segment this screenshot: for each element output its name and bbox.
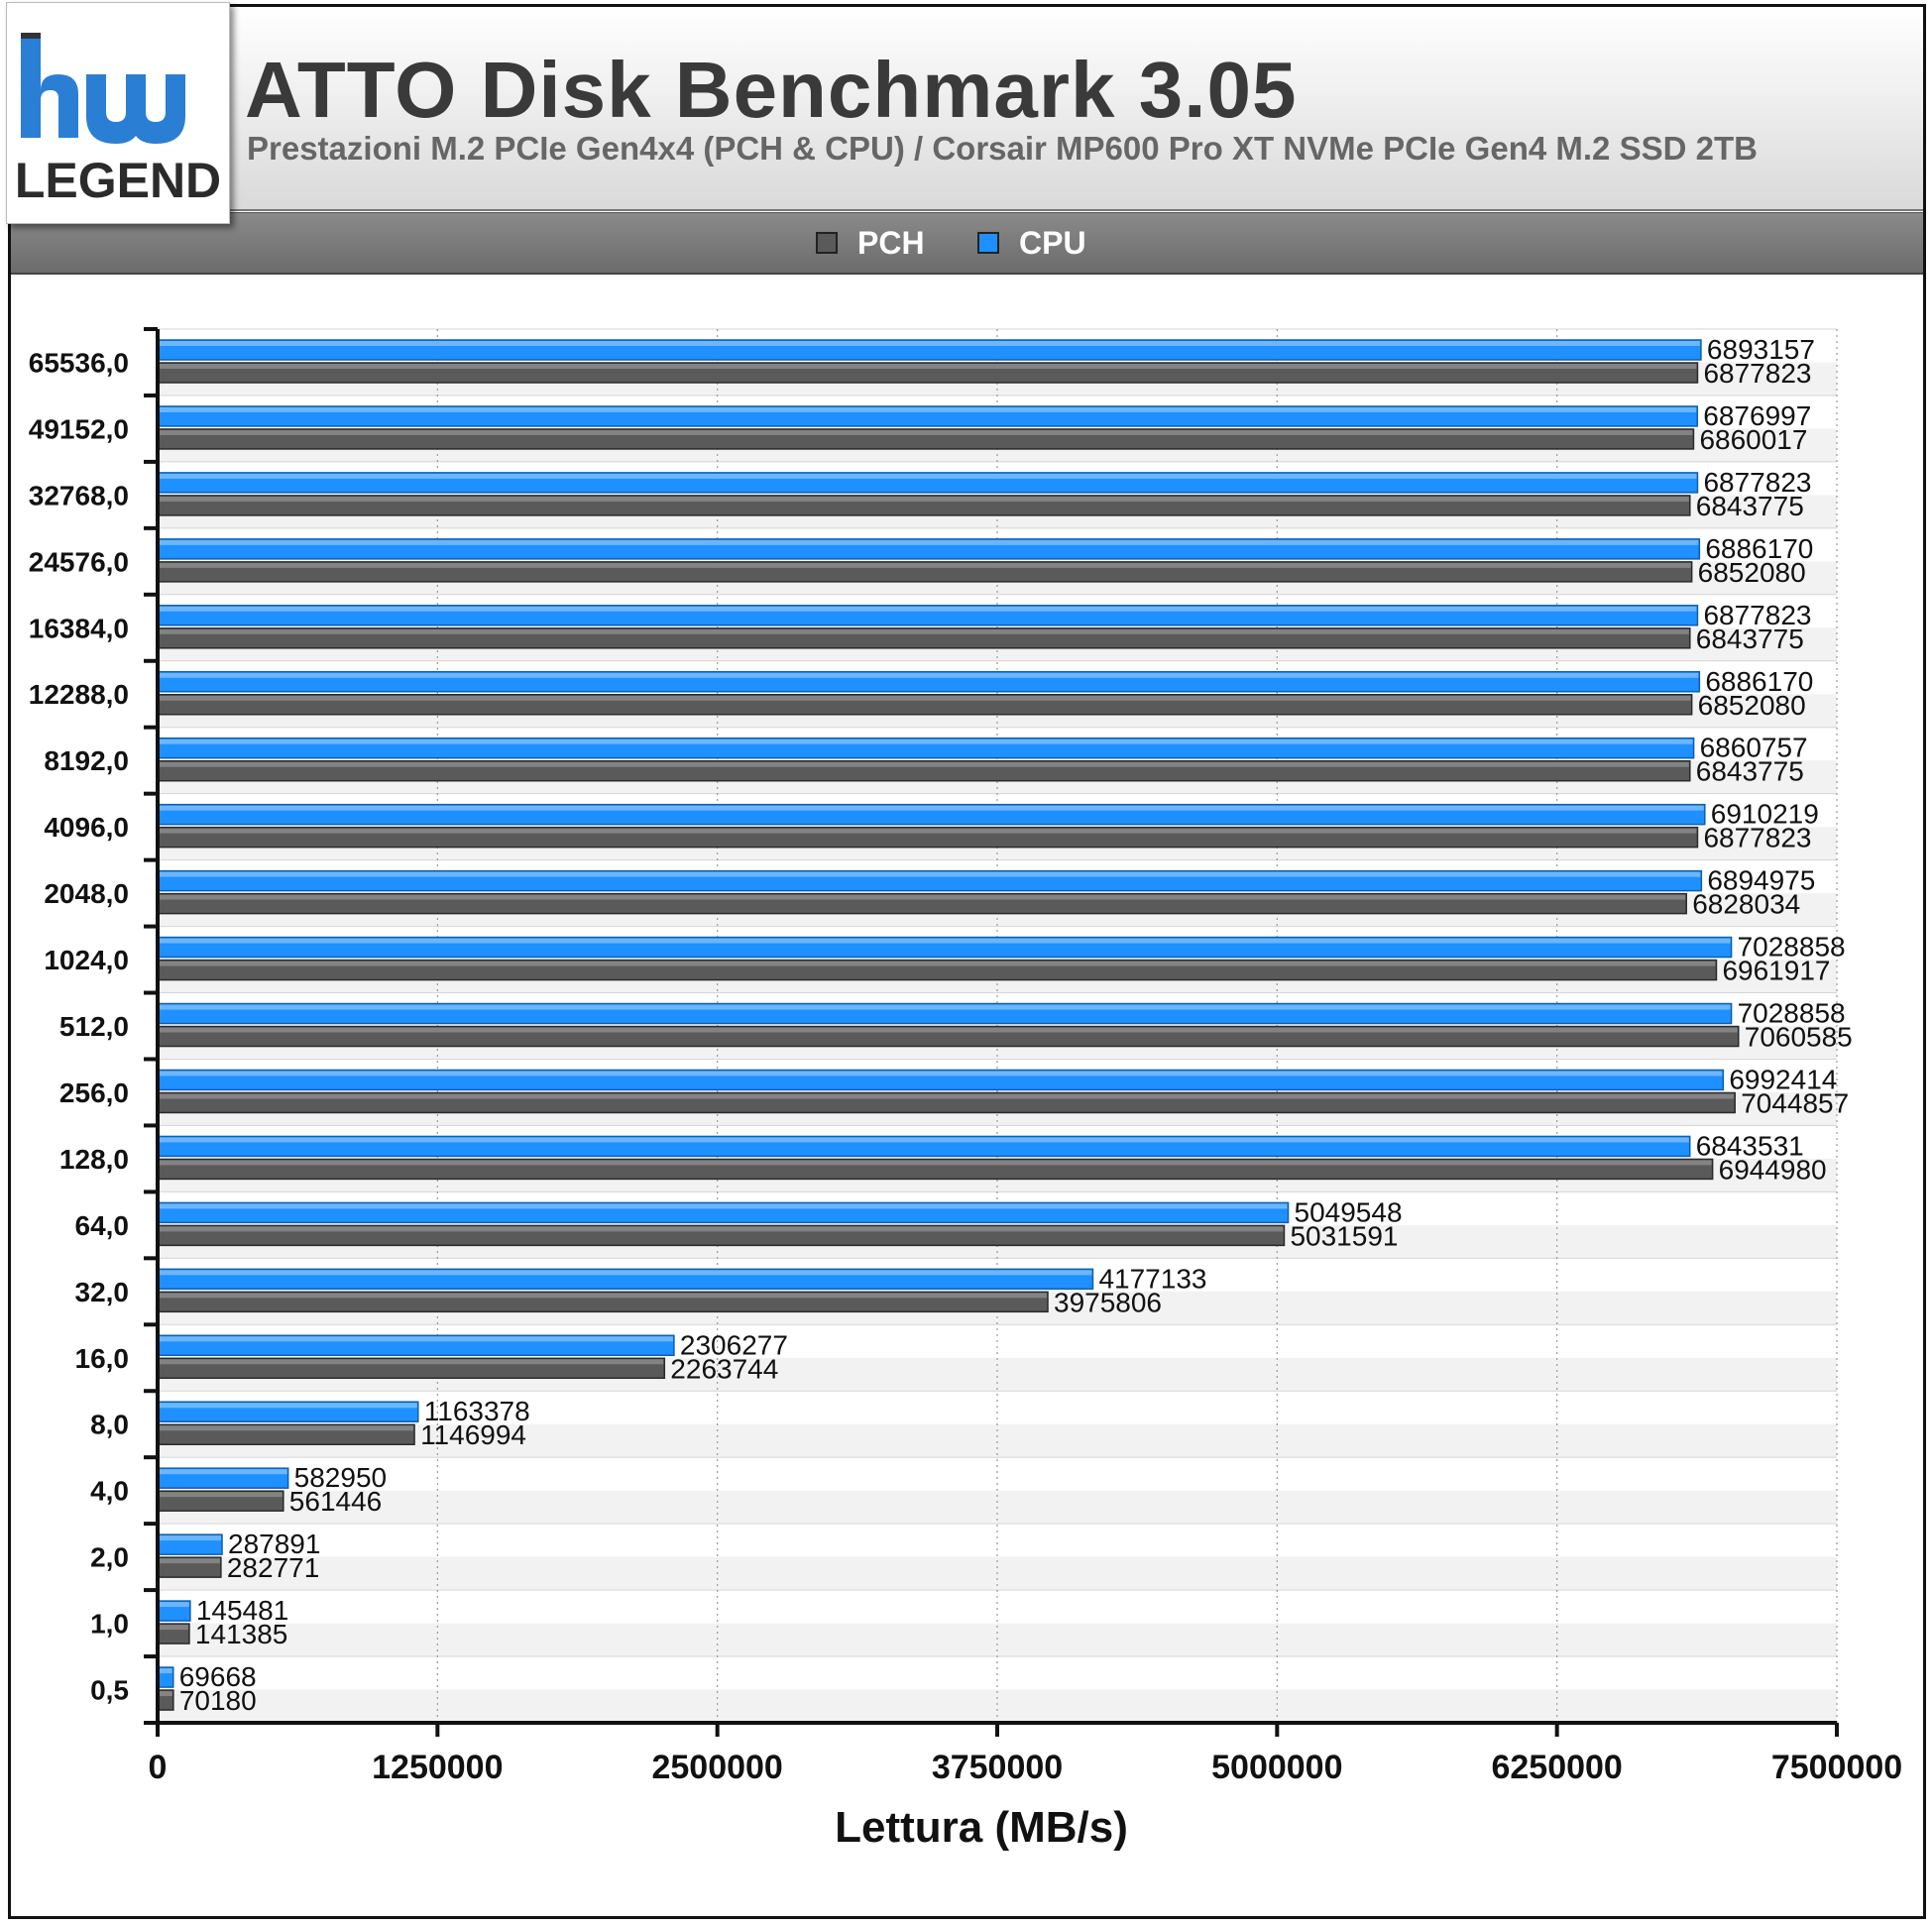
legend-swatch-pch <box>816 232 838 254</box>
site-logo: LEGEND <box>6 2 230 224</box>
chart-header: ATTO Disk Benchmark 3.05 Prestazioni M.2… <box>11 7 1923 211</box>
legend-swatch-cpu <box>977 232 999 254</box>
chart-subtitle: Prestazioni M.2 PCIe Gen4x4 (PCH & CPU) … <box>247 130 1758 167</box>
legend-label-pch: PCH <box>857 224 925 261</box>
legend-item-pch: PCH <box>816 225 925 261</box>
logo-icon: LEGEND <box>7 3 229 223</box>
legend-label-cpu: CPU <box>1019 224 1086 261</box>
chart-title: ATTO Disk Benchmark 3.05 <box>245 46 1298 134</box>
chart-legend: PCH CPU <box>11 212 1923 275</box>
chart-frame: ATTO Disk Benchmark 3.05 Prestazioni M.2… <box>8 4 1926 1919</box>
legend-item-cpu: CPU <box>977 225 1086 261</box>
svg-text:LEGEND: LEGEND <box>15 153 221 208</box>
